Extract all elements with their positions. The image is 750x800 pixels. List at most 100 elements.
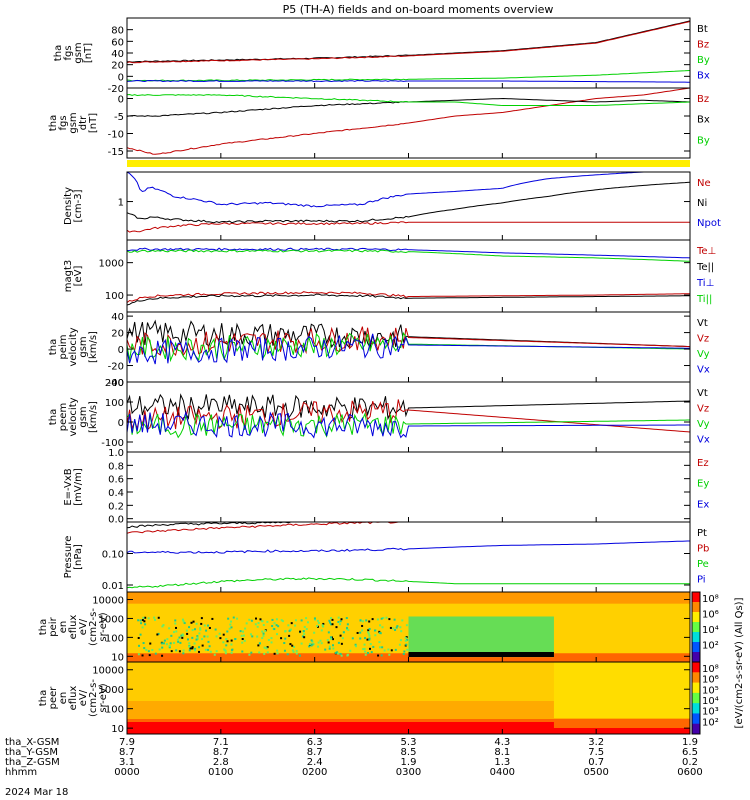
- spectrogram-speckle: [385, 616, 388, 619]
- spectrogram-speckle: [154, 652, 157, 655]
- spectrogram-speckle: [196, 636, 199, 639]
- spectrogram-speckle: [359, 631, 362, 634]
- spectrogram-speckle: [182, 652, 185, 655]
- spectrogram-speckle: [224, 649, 227, 652]
- spectrogram-speckle: [339, 652, 342, 655]
- panel-frame: [126, 171, 691, 241]
- spectrogram-speckle: [230, 651, 233, 654]
- spectrogram-band: [127, 674, 690, 678]
- ephem-value: 7.1: [213, 737, 229, 748]
- spectrogram-speckle: [141, 654, 144, 657]
- spectrogram-band: [127, 594, 690, 599]
- spectrogram-speckle: [331, 618, 334, 621]
- ylabel: tha peir en eflux eV/(cm2-s-sr-eV): [38, 608, 109, 646]
- spectrogram-speckle: [174, 622, 177, 625]
- spectrogram-speckle: [213, 653, 216, 656]
- colorbar-swatch: [692, 622, 700, 633]
- ylabel-line: (cm2-s-: [88, 679, 99, 717]
- legend-Vz: Vz: [697, 334, 709, 345]
- spectrogram-speckle: [388, 618, 391, 621]
- ytick-label: 0.01: [102, 581, 124, 592]
- spectrogram-speckle: [287, 624, 290, 627]
- colorbar-tick: 10²: [702, 641, 719, 652]
- spectrogram-speckle: [248, 618, 251, 621]
- ylabel: Density [cm-3]: [63, 187, 84, 225]
- ytick-label: 10: [111, 724, 124, 735]
- spectrogram-speckle: [382, 616, 385, 619]
- colorbar-swatch: [692, 682, 700, 694]
- spectrogram-speckle: [369, 643, 372, 646]
- spectrogram-speckle: [306, 621, 309, 624]
- spectrogram-speckle: [211, 617, 214, 620]
- ytick-label: -5: [114, 112, 124, 123]
- spectrogram-speckle: [163, 639, 166, 642]
- spectrogram-band: [127, 710, 690, 714]
- spectrogram-speckle: [378, 631, 381, 634]
- spectrogram-speckle: [317, 621, 320, 624]
- legend-Vx: Vx: [697, 365, 710, 376]
- spectrogram-speckle: [222, 633, 225, 636]
- ephem-value: 2.4: [307, 757, 323, 768]
- spectrogram-speckle: [250, 651, 253, 654]
- spectrogram-speckle: [186, 638, 189, 641]
- ylabel-line: eV/: [78, 618, 89, 635]
- ylabel-line: tha: [48, 115, 59, 131]
- spectrogram-speckle: [346, 626, 349, 629]
- spectrogram-speckle: [162, 642, 165, 645]
- spectrogram-speckle: [367, 632, 370, 635]
- series-line-Pi: [126, 540, 690, 554]
- spectrogram-band: [127, 603, 690, 608]
- spectrogram-speckle: [381, 646, 384, 649]
- spectrogram-speckle: [314, 618, 317, 621]
- spectrogram-speckle: [263, 652, 266, 655]
- spectrogram-speckle: [331, 644, 334, 647]
- ytick-label: 1000: [99, 259, 124, 270]
- spectrogram-speckle: [175, 649, 178, 652]
- ephem-value: 0300: [396, 767, 421, 778]
- spectrogram-speckle: [371, 618, 374, 621]
- ylabel-line: Pressure: [63, 536, 74, 579]
- spectrogram-speckle: [198, 646, 201, 649]
- spectrogram-speckle: [381, 626, 384, 629]
- spectrogram-speckle: [389, 626, 392, 629]
- spectrogram-speckle: [368, 627, 371, 630]
- ephem-value: 8.7: [213, 747, 229, 758]
- spectrogram-speckle: [399, 639, 402, 642]
- series-line-Te⊥: [126, 291, 690, 303]
- spectrogram-speckle: [191, 647, 194, 650]
- spectrogram-speckle: [305, 628, 308, 631]
- spectrogram-speckle: [226, 640, 229, 643]
- spectrogram-band: [127, 701, 690, 705]
- spectrogram-speckle: [316, 624, 319, 627]
- spectrogram-speckle: [153, 616, 156, 619]
- ytick-label: 10000: [92, 596, 124, 607]
- ylabel-line: E=-VxB: [63, 468, 74, 505]
- spectrogram-band: [127, 606, 690, 610]
- spectrogram-speckle: [324, 648, 327, 651]
- ephem-value: 3.2: [588, 737, 604, 748]
- ytick-label: 100: [105, 633, 124, 644]
- series-line-Pe: [126, 577, 690, 589]
- spectrogram-speckle: [137, 636, 140, 639]
- spectrogram-speckle: [341, 637, 344, 640]
- spectrogram-speckle: [292, 650, 295, 653]
- spectrogram-speckle: [359, 637, 362, 640]
- spectrogram-speckle: [346, 628, 349, 631]
- colorbar-tick: 10⁴: [702, 625, 719, 636]
- ytick-label: 60: [111, 37, 124, 48]
- spectrogram-speckle: [288, 634, 291, 637]
- panel-frame: [126, 17, 691, 89]
- ephem-value: 4.3: [494, 737, 510, 748]
- spectrogram-speckle: [224, 652, 227, 655]
- spectrogram-speckle: [203, 635, 206, 638]
- spectrogram-speckle: [193, 642, 196, 645]
- ylabel-line: tha: [53, 45, 64, 61]
- spectrogram-speckle: [174, 619, 177, 622]
- ytick-label: 10000: [92, 666, 124, 677]
- spectrogram-speckle: [326, 639, 329, 642]
- legend-Ni: Ni: [697, 198, 707, 209]
- ytick-label: 100: [105, 291, 124, 302]
- spectrogram-band: [127, 704, 690, 708]
- ylabel-line: [nPa]: [73, 544, 84, 570]
- spectrogram-speckle: [195, 622, 198, 625]
